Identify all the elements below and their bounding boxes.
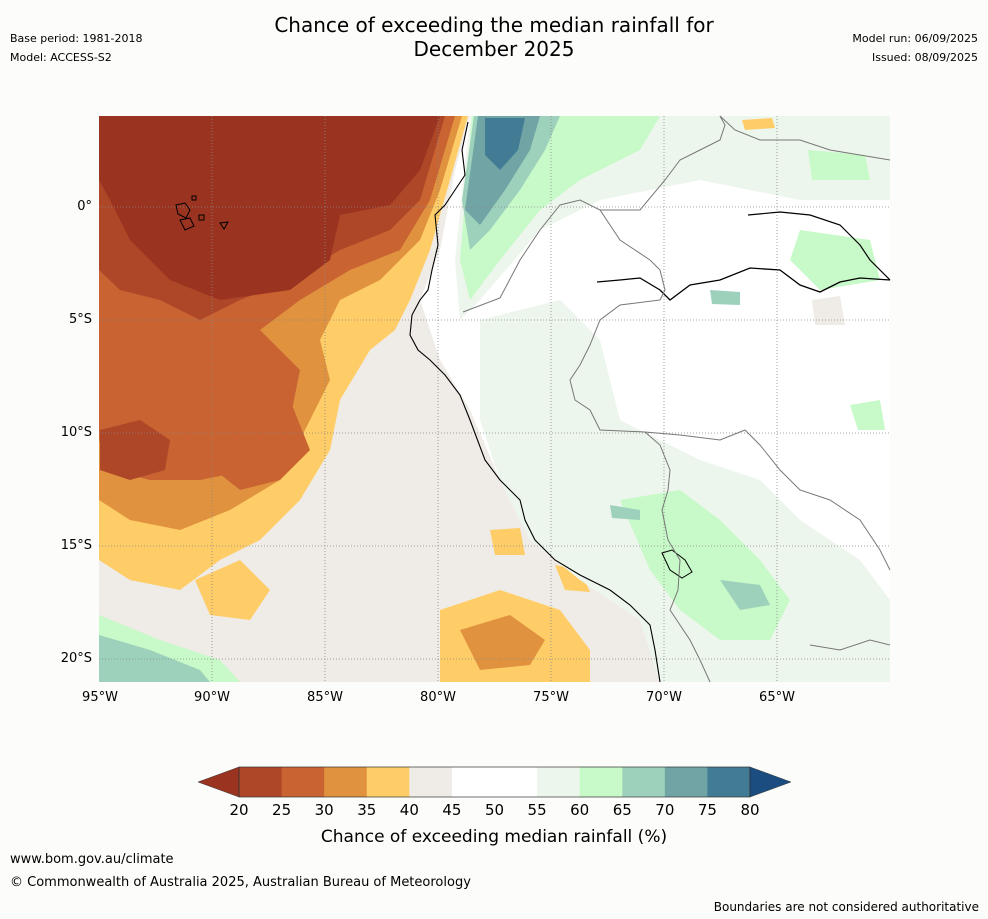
lon-label-85w: 85°W <box>307 690 343 705</box>
lon-label-90w: 90°W <box>194 690 230 705</box>
website-link[interactable]: www.bom.gov.au/climate <box>10 852 174 867</box>
colorbar-cell <box>366 767 410 797</box>
region-60-65-amazon <box>790 230 880 290</box>
colorbar-tick-label: 20 <box>229 801 249 819</box>
region-65-70-brazil <box>710 290 740 305</box>
colorbar-tick-label: 35 <box>357 801 377 819</box>
region-70-75-north <box>465 116 540 225</box>
colorbar-tick-label: 60 <box>570 801 590 819</box>
region-20-25-patch <box>100 420 170 480</box>
region-35-40-south <box>195 560 270 620</box>
region-75-80-north <box>485 118 525 170</box>
colorbar-tick-label: 45 <box>442 801 462 819</box>
lon-label-95w: 95°W <box>82 690 118 705</box>
issued-text: Issued: 08/09/2025 <box>871 51 978 64</box>
colorbar-cell <box>239 767 283 797</box>
graticule <box>99 116 890 682</box>
amazon-river <box>596 267 891 301</box>
metadata-right: Model run: 06/09/2025 Issued: 08/09/2025 <box>852 32 978 70</box>
colorbar-cell <box>707 767 751 797</box>
colorbar-tick-label: 65 <box>612 801 632 819</box>
region-65-70-sw <box>99 635 210 682</box>
region-65-70-bolivia <box>720 580 770 610</box>
coastline-south-america <box>409 121 661 683</box>
disclaimer-text: Boundaries are not considered authoritat… <box>713 900 979 914</box>
colorbar-outline <box>238 766 751 798</box>
region-30-35-south <box>460 615 545 670</box>
region-35-40-ne <box>742 118 775 130</box>
region-45-50-east <box>812 296 845 325</box>
lat-label-5s: 5°S <box>68 312 92 327</box>
map-title: Chance of exceeding the median rainfall … <box>0 13 988 61</box>
colorbar-tick-label: 70 <box>655 801 675 819</box>
metadata-left: Base period: 1981-2018 Model: ACCESS-S2 <box>10 32 142 70</box>
colorbar-cell <box>537 767 581 797</box>
colorbar-cell <box>579 767 623 797</box>
colorbar-cell <box>451 767 495 797</box>
colorbar-over-arrow <box>749 766 792 798</box>
lat-label-10s: 10°S <box>60 425 92 440</box>
negro-river <box>747 211 891 281</box>
region-55-60-amazon <box>480 300 890 682</box>
lake-titicaca <box>661 549 693 579</box>
colorbar-cells <box>239 767 751 797</box>
region-lt-20 <box>99 116 440 300</box>
copyright-text: © Commonwealth of Australia 2025, Austra… <box>10 875 471 890</box>
lon-label-75w: 75°W <box>533 690 569 705</box>
colorbar-cell <box>622 767 666 797</box>
model-text: Model: ACCESS-S2 <box>10 51 112 64</box>
lat-label-0: 0° <box>77 199 92 214</box>
region-60-65-nw-amazon <box>808 150 870 180</box>
lat-label-15s: 15°S <box>60 538 92 553</box>
base-period-text: Base period: 1981-2018 <box>10 32 143 45</box>
colorbar-tick-label: 80 <box>740 801 760 819</box>
region-65-70-peru <box>610 505 640 520</box>
region-25-30-patch <box>215 380 310 490</box>
country-borders <box>462 115 891 683</box>
lon-label-80w: 80°W <box>420 690 456 705</box>
region-60-65-east <box>850 400 885 430</box>
region-35-40-peru <box>555 565 590 592</box>
model-run-text: Model run: 06/09/2025 <box>852 32 978 45</box>
colorbar-cell <box>324 767 368 797</box>
colorbar-tick-label: 40 <box>399 801 419 819</box>
lat-label-20s: 20°S <box>60 651 92 666</box>
region-35-40-coast <box>490 528 525 555</box>
colorbar-cell <box>494 767 538 797</box>
colorbar-cell <box>664 767 708 797</box>
colorbar-tick-label: 50 <box>484 801 505 819</box>
colorbar-cell <box>281 767 325 797</box>
title-line-2: December 2025 <box>413 37 575 61</box>
lon-label-65w: 65°W <box>759 690 795 705</box>
galapagos-islands <box>175 195 229 231</box>
title-line-1: Chance of exceeding the median rainfall … <box>274 13 714 37</box>
colorbar-under-arrow <box>197 766 240 798</box>
colorbar-tick-label: 55 <box>527 801 547 819</box>
lon-label-70w: 70°W <box>646 690 682 705</box>
colorbar-tick-label: 75 <box>697 801 717 819</box>
colorbar-tick-label: 30 <box>314 801 334 819</box>
colorbar-cell <box>409 767 453 797</box>
colorbar-title: Chance of exceeding median rainfall (%) <box>320 827 668 847</box>
colorbar-tick-label: 25 <box>272 801 292 819</box>
colorbar <box>197 766 792 798</box>
map-fill-layer <box>99 116 890 682</box>
